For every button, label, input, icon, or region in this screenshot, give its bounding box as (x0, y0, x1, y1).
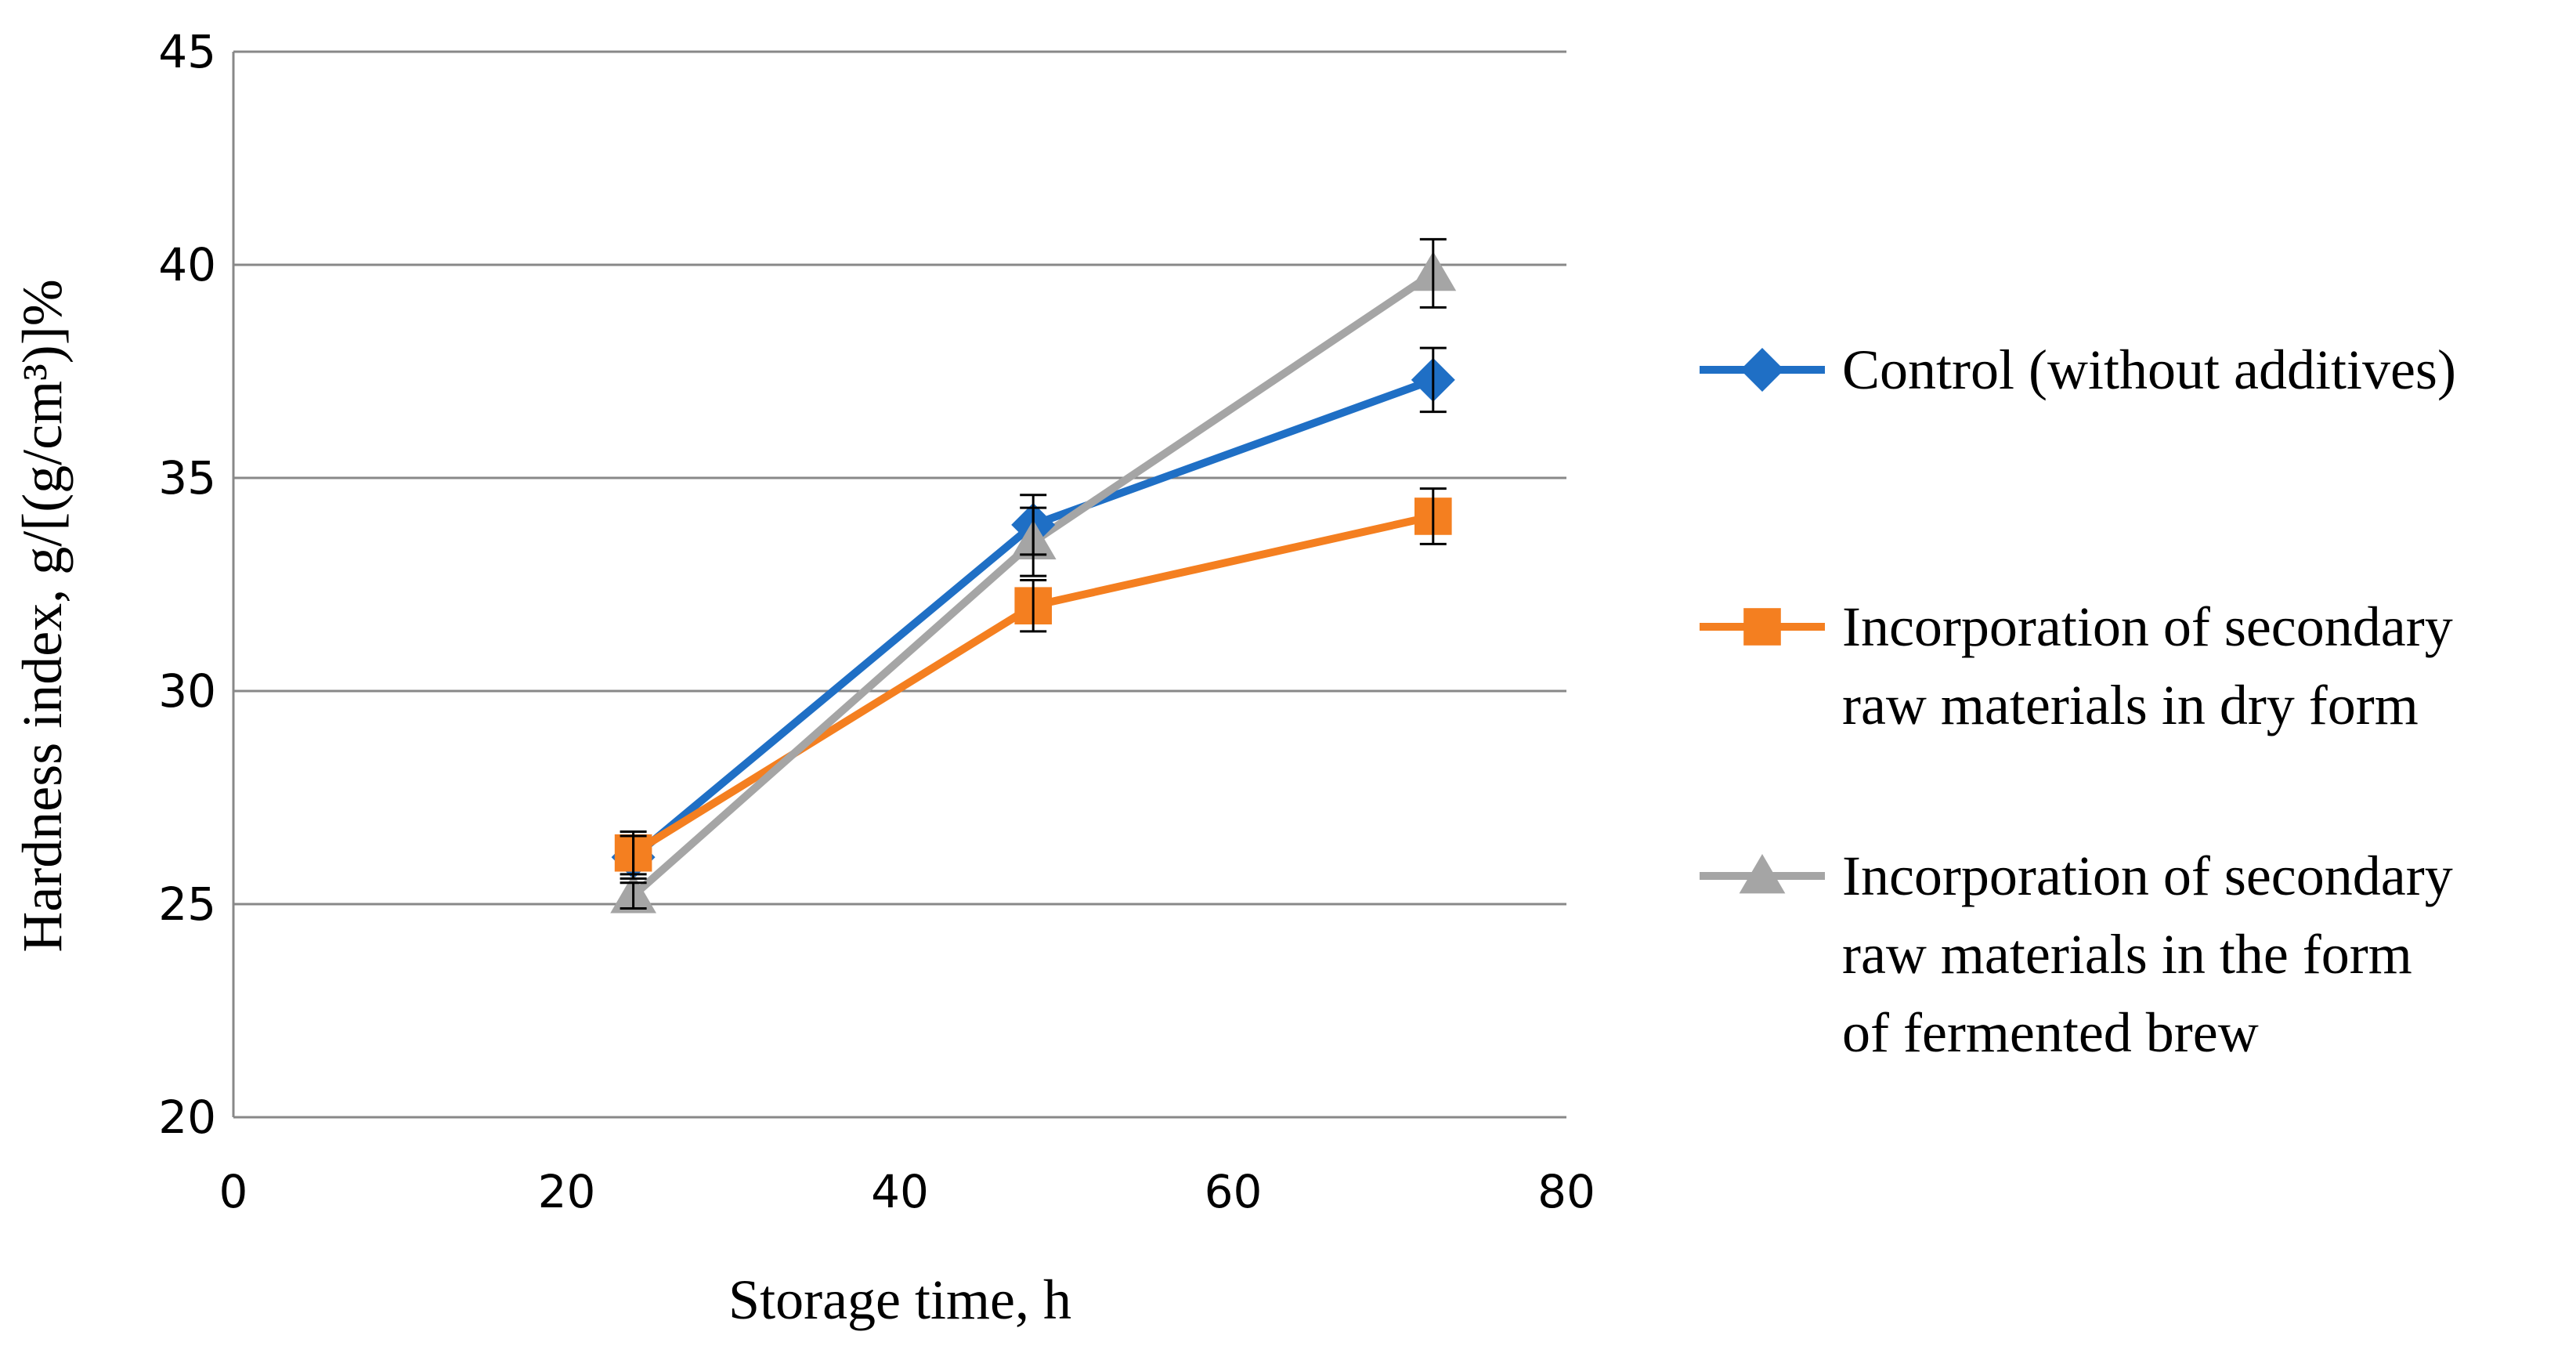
legend-label-1: Control (without additives) (1842, 338, 2456, 401)
x-tick-labels: 0 20 40 60 80 (219, 1165, 1595, 1218)
x-tick-label: 60 (1205, 1165, 1263, 1218)
y-tick-label: 30 (158, 664, 216, 718)
axes (232, 52, 1566, 1119)
x-axis-title: Storage time, h (728, 1268, 1071, 1331)
x-tick-label: 0 (219, 1165, 248, 1218)
y-tick-label: 20 (158, 1091, 216, 1144)
legend-label-3: Incorporation of secondary (1842, 845, 2453, 907)
legend-marker-3 (1739, 854, 1786, 894)
legend-label-2: raw materials in dry form (1842, 674, 2419, 736)
legend-label-2: Incorporation of secondary (1842, 595, 2453, 658)
y-tick-label: 25 (158, 877, 216, 931)
y-tick-label: 45 (158, 25, 216, 78)
grid-lines (233, 50, 1566, 1119)
x-tick-label: 40 (871, 1165, 929, 1218)
y-tick-label: 40 (158, 238, 216, 291)
y-tick-label: 35 (158, 451, 216, 505)
x-tick-label: 80 (1537, 1165, 1595, 1218)
series (610, 237, 1457, 914)
legend: Control (without additives) Incorporation… (1700, 338, 2456, 1064)
legend-label-3: of fermented brew (1842, 1001, 2259, 1064)
x-tick-label: 20 (538, 1165, 596, 1218)
legend-marker-1 (1740, 348, 1784, 392)
y-tick-labels: 20 25 30 35 40 45 (158, 25, 216, 1144)
legend-marker-2 (1743, 608, 1781, 646)
legend-label-3: raw materials in the form (1842, 923, 2412, 986)
y-axis-title: Hardness index, g/[(g/cm³)]% (11, 279, 74, 952)
